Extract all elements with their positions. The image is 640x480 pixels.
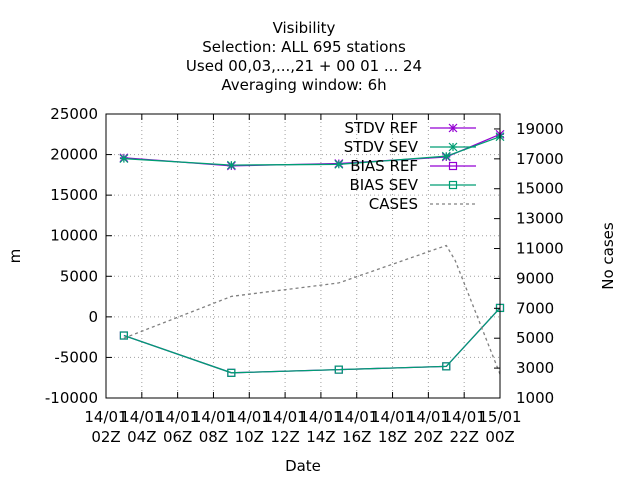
plot-frame — [105, 113, 501, 399]
y2-tick-label: 13000 — [516, 210, 564, 228]
legend-label: STDV SEV — [344, 138, 419, 156]
x-tick-label: 14/01 — [407, 408, 450, 426]
series-line-bias-sev — [123, 307, 501, 374]
x-tick-label: 14/01 — [228, 408, 271, 426]
x-tick-label: 16Z — [342, 428, 371, 446]
y-tick-label: 15000 — [50, 186, 98, 204]
x-tick-label: 14/01 — [299, 408, 342, 426]
legend-label: CASES — [369, 195, 418, 213]
x-tick-label: 00Z — [485, 428, 514, 446]
x-tick-label: 02Z — [91, 428, 120, 446]
y-tick-label: 5000 — [60, 267, 98, 285]
data-point — [448, 123, 458, 133]
x-tick-label: 06Z — [163, 428, 192, 446]
data-point — [227, 368, 236, 377]
data-point — [448, 180, 458, 190]
x-tick-label: 22Z — [449, 428, 478, 446]
y2-tick-label: 5000 — [516, 329, 554, 347]
x-tick-label: 14Z — [306, 428, 335, 446]
series-line-stdv-sev — [123, 136, 501, 166]
data-point — [226, 160, 236, 170]
legend-label: BIAS SEV — [349, 176, 418, 194]
y-tick-label: -10000 — [45, 389, 98, 407]
chart-title-line: Used 00,03,...,21 + 00 01 ... 24 — [186, 57, 422, 75]
y2-tick-label: 19000 — [516, 120, 564, 138]
x-tick-label: 15/01 — [478, 408, 521, 426]
x-tick-label: 18Z — [378, 428, 407, 446]
chart-title-line: Visibility — [273, 19, 336, 37]
series-line-cases — [123, 244, 501, 375]
legend-label: BIAS REF — [350, 157, 418, 175]
x-tick-label: 04Z — [127, 428, 156, 446]
x-tick-label: 10Z — [235, 428, 264, 446]
data-point — [448, 161, 458, 171]
y2-tick-label: 1000 — [516, 389, 554, 407]
series-layer — [119, 129, 505, 377]
data-point — [448, 142, 458, 152]
y2-axis-label: No cases — [599, 222, 617, 290]
data-point — [119, 331, 129, 340]
y2-tick-label: 3000 — [516, 359, 554, 377]
series-line-stdv-ref — [123, 133, 501, 167]
x-tick-label: 14/01 — [84, 408, 127, 426]
x-tick-label: 14/01 — [371, 408, 414, 426]
data-point — [334, 159, 344, 169]
chart-title-line: Selection: ALL 695 stations — [202, 38, 406, 56]
y-tick-label: -5000 — [54, 348, 98, 366]
ticks-layer: 14/0102Z14/0104Z14/0106Z14/0108Z14/0110Z… — [45, 105, 564, 446]
y-tick-label: 10000 — [50, 227, 98, 245]
y-axis-label: m — [6, 249, 24, 264]
x-tick-label: 14/01 — [335, 408, 378, 426]
data-point — [441, 151, 451, 161]
y2-tick-label: 9000 — [516, 269, 554, 287]
x-tick-label: 08Z — [199, 428, 228, 446]
x-tick-label: 14/01 — [192, 408, 235, 426]
data-point — [119, 154, 129, 164]
x-tick-label: 20Z — [414, 428, 443, 446]
x-axis-label: Date — [285, 457, 321, 475]
y2-tick-label: 7000 — [516, 299, 554, 317]
y-tick-label: 25000 — [50, 105, 98, 123]
y2-tick-label: 17000 — [516, 150, 564, 168]
y-tick-label: 20000 — [50, 146, 98, 164]
y2-tick-label: 11000 — [516, 240, 564, 258]
x-tick-label: 14/01 — [443, 408, 486, 426]
y-tick-label: 0 — [88, 308, 98, 326]
legend-label: STDV REF — [344, 119, 418, 137]
chart-title-line: Averaging window: 6h — [221, 76, 386, 94]
y2-tick-label: 15000 — [516, 180, 564, 198]
data-point — [334, 365, 343, 374]
x-tick-label: 14/01 — [156, 408, 199, 426]
x-tick-label: 14/01 — [120, 408, 163, 426]
x-tick-label: 12Z — [270, 428, 299, 446]
data-point — [442, 362, 451, 371]
x-tick-label: 14/01 — [263, 408, 306, 426]
